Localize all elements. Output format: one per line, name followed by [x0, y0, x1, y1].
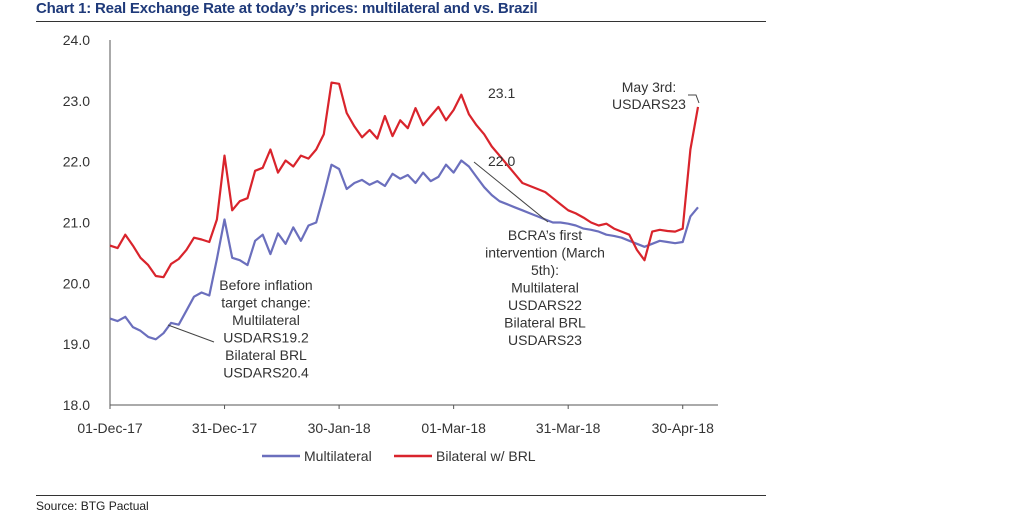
bcra-intervention-leader [473, 161, 549, 223]
series-group [109, 81, 700, 341]
legend: Multilateral Bilateral w/ BRL [262, 448, 536, 464]
may-3rd-leader [688, 94, 700, 104]
bcra-intervention-label: Multilateral [511, 280, 579, 296]
peak-multilateral-label: 22.0 [488, 153, 515, 169]
title-rule [36, 21, 766, 22]
y-tick-label: 20.0 [63, 275, 90, 291]
x-tick-label: 01-Mar-18 [421, 420, 486, 436]
y-tick-label: 19.0 [63, 336, 90, 352]
legend-label-multilateral: Multilateral [304, 448, 372, 464]
bcra-intervention-label: USDARS22 [508, 297, 582, 313]
inflation-target-label: target change: [221, 295, 311, 311]
y-tick-label: 21.0 [63, 215, 90, 231]
x-tick-label: 31-Mar-18 [536, 420, 601, 436]
x-tick-label: 30-Apr-18 [652, 420, 714, 436]
inflation-target-label: Before inflation [219, 277, 312, 293]
bcra-intervention-label: Bilateral BRL [504, 315, 586, 331]
source-rule [36, 495, 766, 496]
inflation-target-leader [167, 324, 215, 343]
chart-title: Chart 1: Real Exchange Rate at today’s p… [36, 0, 538, 17]
may-3rd-label: May 3rd: [622, 79, 676, 95]
y-tick-label: 24.0 [63, 32, 90, 48]
inflation-target-label: USDARS19.2 [223, 330, 309, 346]
bcra-intervention-label: intervention (March [485, 245, 605, 261]
inflation-target-label: USDARS20.4 [223, 365, 309, 381]
y-axis: 18.0 19.0 20.0 21.0 22.0 23.0 24.0 [63, 32, 111, 413]
peak-bilateral-label: 23.1 [488, 85, 515, 101]
x-axis: 01-Dec-17 31-Dec-17 30-Jan-18 01-Mar-18 31-M… [77, 404, 718, 436]
y-tick-label: 22.0 [63, 154, 90, 170]
x-tick-label: 01-Dec-17 [77, 420, 143, 436]
y-tick-label: 23.0 [63, 93, 90, 109]
multilateral-series-line [109, 159, 699, 341]
may-3rd-label: USDARS23 [612, 96, 686, 112]
inflation-target-label: Multilateral [232, 312, 300, 328]
x-tick-label: 31-Dec-17 [192, 420, 258, 436]
y-tick-label: 18.0 [63, 397, 90, 413]
bcra-intervention-label: USDARS23 [508, 332, 582, 348]
inflation-target-label: Bilateral BRL [225, 347, 307, 363]
legend-label-bilateral: Bilateral w/ BRL [436, 448, 536, 464]
bcra-intervention-label: 5th): [531, 262, 559, 278]
bilateral-series-line [109, 81, 700, 279]
bcra-intervention-label: BCRA’s first [508, 227, 582, 243]
source-note: Source: BTG Pactual [36, 499, 149, 513]
x-tick-label: 30-Jan-18 [308, 420, 371, 436]
